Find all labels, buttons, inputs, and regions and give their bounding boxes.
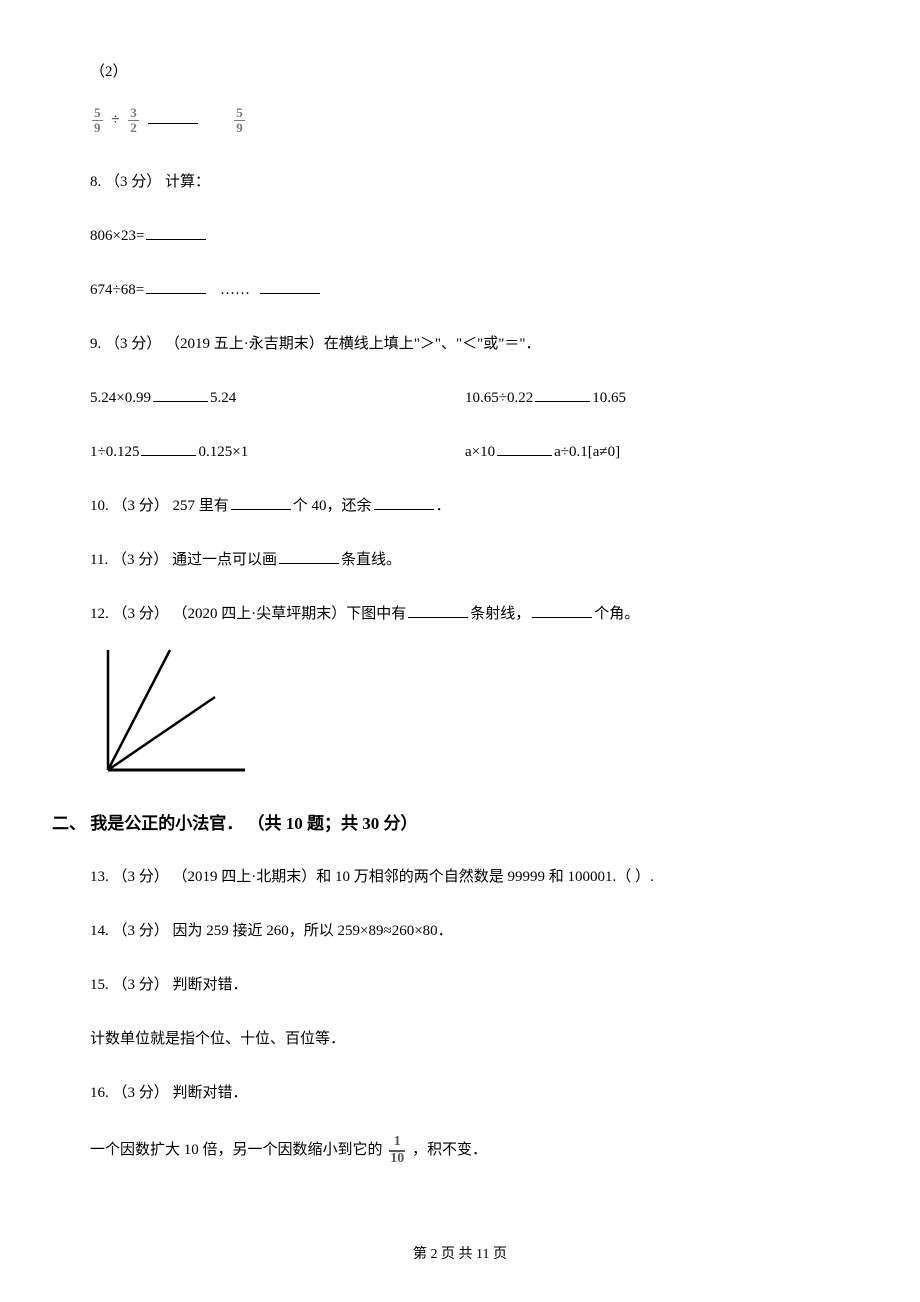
q15-b: 计数单位就是指个位、十位、百位等． xyxy=(80,1027,840,1051)
q15-a: 15. （3 分） 判断对错． xyxy=(80,973,840,997)
q7-subnum: （2） xyxy=(90,60,840,84)
page-footer: 第 2 页 共 11 页 xyxy=(0,1244,920,1266)
q7-expression: 5 9 ÷ 3 2 5 9 xyxy=(90,106,840,134)
q8-line3: 674÷68= …… xyxy=(90,278,840,302)
fraction-5-9: 5 9 xyxy=(92,106,103,134)
q9-row2: 1÷0.1250.125×1 a×10a÷0.1[a≠0] xyxy=(90,440,840,464)
fraction-3-2: 3 2 xyxy=(128,106,139,134)
blank xyxy=(146,225,206,240)
blank xyxy=(374,495,434,510)
blank xyxy=(141,441,196,456)
q9-header: 9. （3 分） （2019 五上·永吉期末）在横线上填上"＞"、"＜"或"＝"… xyxy=(90,332,840,356)
fraction-1-10: 1 10 xyxy=(389,1135,405,1166)
blank xyxy=(535,387,590,402)
section-2-header: 二、 我是公正的小法官． （共 10 题；共 30 分） xyxy=(52,810,840,837)
blank xyxy=(497,441,552,456)
q9-row1: 5.24×0.995.24 10.65÷0.2210.65 xyxy=(90,386,840,410)
blank xyxy=(153,387,208,402)
q8-header: 8. （3 分） 计算： xyxy=(90,170,840,194)
blank xyxy=(408,603,468,618)
q10: 10. （3 分） 257 里有个 40，还余． xyxy=(80,494,840,518)
q13: 13. （3 分） （2019 四上·北期末）和 10 万相邻的两个自然数是 9… xyxy=(80,865,840,889)
q16-a: 16. （3 分） 判断对错． xyxy=(80,1081,840,1105)
q14: 14. （3 分） 因为 259 接近 260，所以 259×89≈260×80… xyxy=(80,919,840,943)
q8-line2: 806×23= xyxy=(90,224,840,248)
angle-ray-figure xyxy=(80,642,840,790)
q16-b: 一个因数扩大 10 倍，另一个因数缩小到它的 1 10 ，积不变． xyxy=(80,1135,840,1166)
q11: 11. （3 分） 通过一点可以画条直线。 xyxy=(80,548,840,572)
q12: 12. （3 分） （2020 四上·尖草坪期末）下图中有条射线，个角。 xyxy=(80,602,840,626)
blank xyxy=(279,549,339,564)
fraction-5-9-b: 5 9 xyxy=(234,106,245,134)
blank xyxy=(148,109,198,124)
blank xyxy=(260,279,320,294)
blank xyxy=(231,495,291,510)
blank xyxy=(532,603,592,618)
blank xyxy=(146,279,206,294)
operator-divide: ÷ xyxy=(111,112,119,128)
